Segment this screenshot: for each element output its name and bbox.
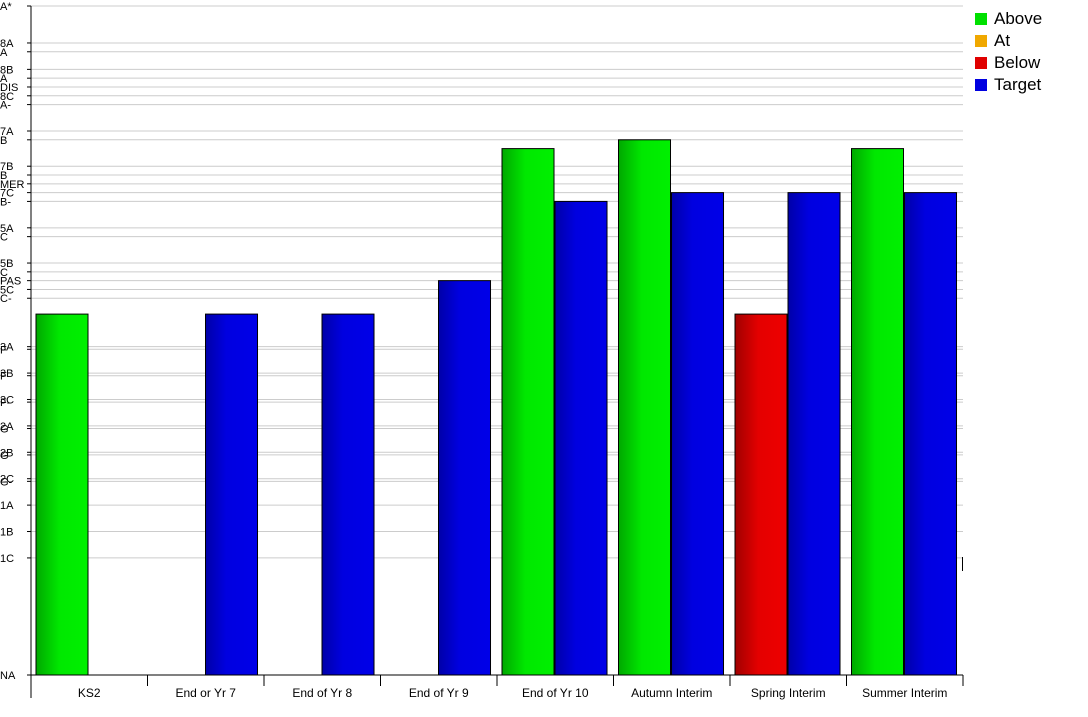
legend-item-at: At: [975, 30, 1042, 52]
legend-item-target: Target: [975, 74, 1042, 96]
x-tick-label: End of Yr 8: [292, 686, 352, 700]
bar-target: [438, 280, 492, 676]
y-tick-label: 8B: [0, 64, 13, 76]
bar-above: [501, 148, 555, 676]
y-tick-label: 5A: [0, 223, 14, 235]
y-tick-label: A-: [0, 100, 11, 112]
y-tick-label: 7A: [0, 126, 14, 138]
y-tick-label: 3A: [0, 342, 14, 354]
y-tick-label: B: [0, 135, 7, 147]
bar-above: [851, 148, 905, 676]
legend-item-below: Below: [975, 52, 1042, 74]
y-tick-label: 1C: [0, 553, 14, 565]
y-tick-label: 5C: [0, 284, 14, 296]
x-tick-label: KS2: [78, 686, 101, 700]
legend-swatch-at: [975, 35, 987, 47]
bar-target: [671, 192, 725, 676]
y-tick-label: 2C: [0, 474, 14, 486]
legend-item-above: Above: [975, 8, 1042, 30]
y-tick-label: 7B: [0, 161, 13, 173]
legend-label-target: Target: [994, 75, 1042, 94]
y-tick-label: B: [0, 170, 7, 182]
y-tick-label: PAS: [0, 276, 21, 288]
y-tick-label: C: [0, 232, 8, 244]
y-tick-label: 1A: [0, 500, 14, 512]
legend-label-at: At: [994, 31, 1011, 50]
y-tick-label: F: [0, 344, 7, 356]
y-tick-label: F: [0, 371, 7, 383]
bar-above: [618, 139, 672, 676]
y-tick-label: 3B: [0, 368, 13, 380]
x-tick-label: Summer Interim: [862, 686, 947, 700]
legend-swatch-target: [975, 79, 987, 91]
legend-swatch-below: [975, 57, 987, 69]
y-tick-label: A: [0, 73, 8, 85]
x-tick-label: End of Yr 9: [409, 686, 469, 700]
y-tick-label: 1B: [0, 527, 13, 539]
bar-target: [787, 192, 841, 676]
y-tick-label: 7C: [0, 188, 14, 200]
y-tick-label: MER: [0, 179, 25, 191]
y-tick-label: 8C: [0, 91, 14, 103]
y-tick-label: 2B: [0, 447, 13, 459]
bar-target: [554, 200, 608, 676]
legend-label-above: Above: [994, 9, 1043, 28]
y-tick-label: NA: [0, 670, 16, 682]
y-tick-label: C: [0, 267, 8, 279]
bar-target: [205, 313, 259, 676]
y-tick-label: 5B: [0, 258, 13, 270]
y-tick-label: G: [0, 424, 9, 436]
legend-label-below: Below: [994, 53, 1041, 72]
y-tick-label: G: [0, 450, 9, 462]
x-tick-label: End or Yr 7: [176, 686, 237, 700]
y-tick-label: 8A: [0, 38, 14, 50]
x-tick-label: Autumn Interim: [631, 686, 712, 700]
x-tick-label: End of Yr 10: [522, 686, 589, 700]
y-tick-label: A*: [0, 1, 12, 13]
bar-below: [734, 313, 788, 676]
chart-legend: Above At Below Target: [975, 8, 1042, 96]
chart-edge-mark: [962, 557, 963, 571]
y-tick-label: 3C: [0, 394, 14, 406]
bar-target: [904, 192, 958, 676]
y-tick-label: G-: [0, 476, 13, 488]
legend-swatch-above: [975, 13, 987, 25]
y-tick-label: A: [0, 47, 8, 59]
y-tick-label: F-: [0, 397, 11, 409]
y-tick-label: DIS: [0, 82, 18, 94]
x-tick-label: Spring Interim: [751, 686, 826, 700]
y-tick-label: C-: [0, 293, 12, 305]
y-tick-label: 2A: [0, 421, 14, 433]
bar-target: [321, 313, 375, 676]
bar-above: [35, 313, 89, 676]
y-tick-label: B-: [0, 196, 11, 208]
